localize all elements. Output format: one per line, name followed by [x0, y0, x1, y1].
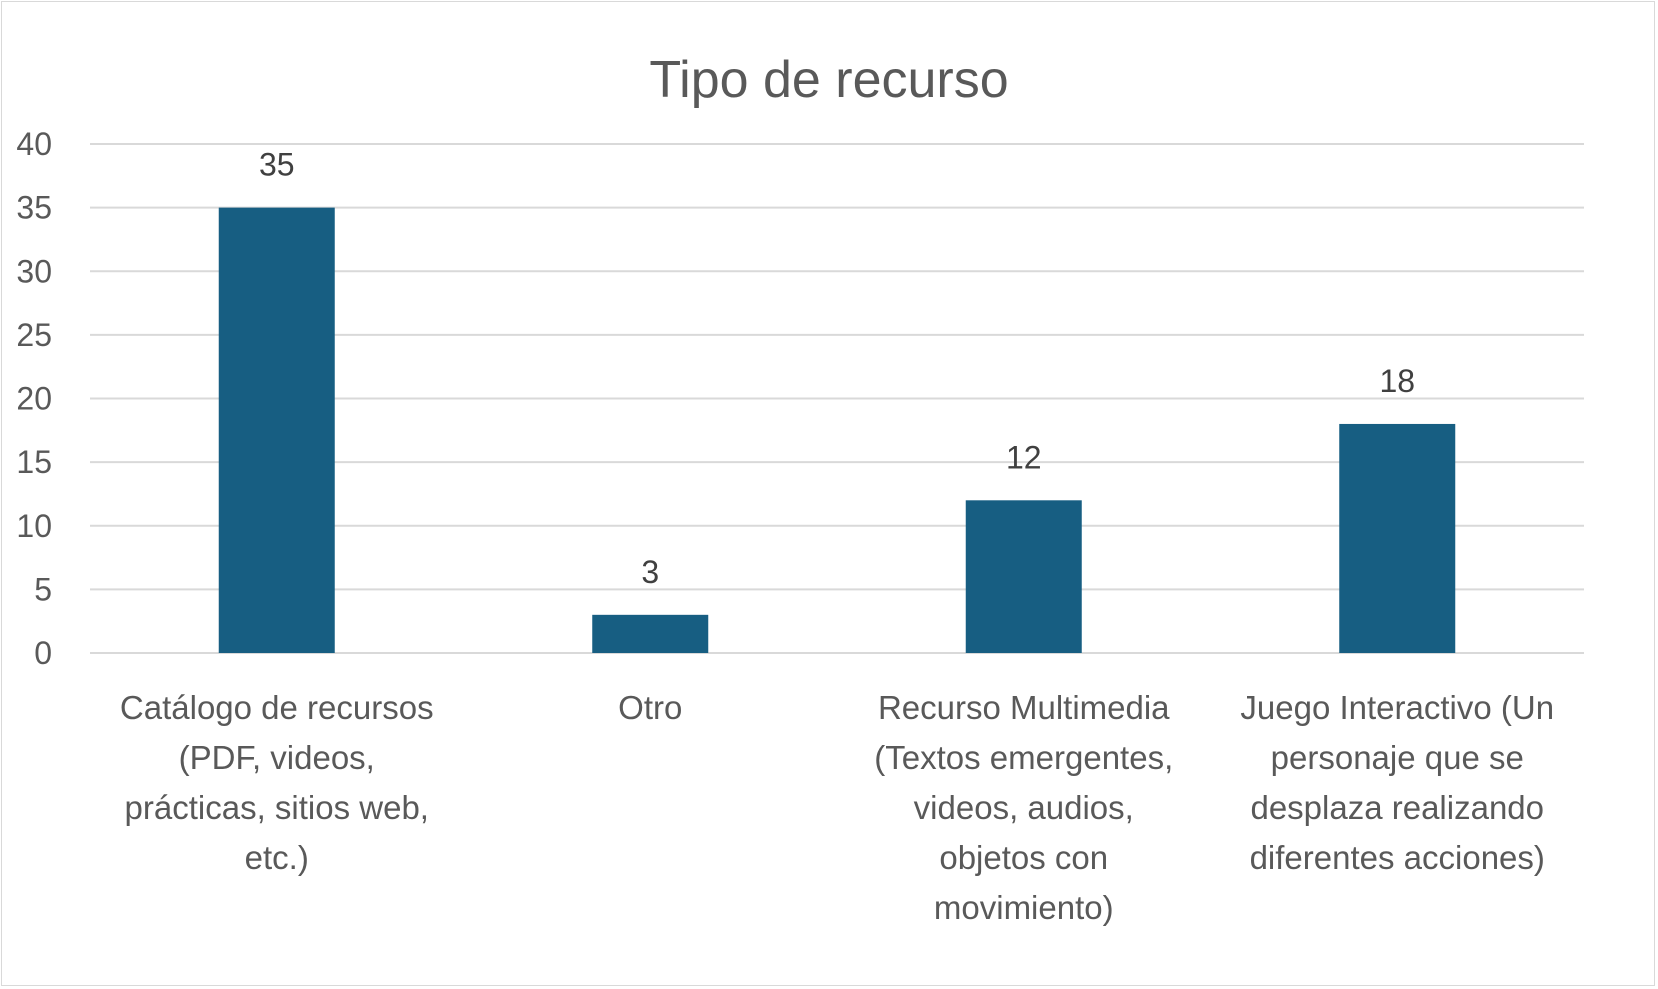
data-label: 18 [1379, 363, 1415, 399]
category-label: videos, audios, [914, 789, 1134, 826]
y-tick-label: 10 [16, 508, 52, 544]
category-label: etc.) [245, 839, 309, 876]
category-label: desplaza realizando [1250, 789, 1544, 826]
y-axis-ticks: 0 5 10 15 20 25 30 35 40 [16, 126, 52, 671]
data-label: 12 [1006, 439, 1042, 475]
category-label: movimiento) [934, 889, 1114, 926]
category-label: (PDF, videos, [179, 739, 375, 776]
y-tick-label: 20 [16, 381, 52, 417]
bars [218, 207, 1456, 653]
data-labels: 35 3 12 18 [259, 147, 1415, 590]
y-tick-label: 40 [16, 126, 52, 162]
bar-1 [218, 207, 335, 653]
category-label: objetos con [939, 839, 1108, 876]
category-label: Recurso Multimedia [878, 689, 1170, 726]
y-tick-label: 5 [34, 571, 52, 607]
y-tick-label: 0 [34, 635, 52, 671]
category-label: prácticas, sitios web, [125, 789, 429, 826]
category-label: Catálogo de recursos [120, 689, 434, 726]
y-tick-label: 15 [16, 444, 52, 480]
y-tick-label: 35 [16, 190, 52, 226]
data-label: 3 [641, 554, 659, 590]
y-tick-label: 25 [16, 317, 52, 353]
data-label: 35 [259, 147, 295, 183]
category-label: Otro [618, 689, 682, 726]
category-label: personaje que se [1271, 739, 1524, 776]
category-label: Juego Interactivo (Un [1240, 689, 1554, 726]
category-label: (Textos emergentes, [874, 739, 1173, 776]
y-tick-label: 30 [16, 253, 52, 289]
bar-3 [965, 500, 1082, 653]
chart-title: Tipo de recurso [649, 51, 1008, 109]
bar-4 [1339, 423, 1456, 653]
bar-2 [592, 614, 709, 653]
category-label: diferentes acciones) [1250, 839, 1545, 876]
gridlines [90, 143, 1584, 654]
x-axis-categories: Catálogo de recursos (PDF, videos, práctic… [120, 689, 1554, 926]
